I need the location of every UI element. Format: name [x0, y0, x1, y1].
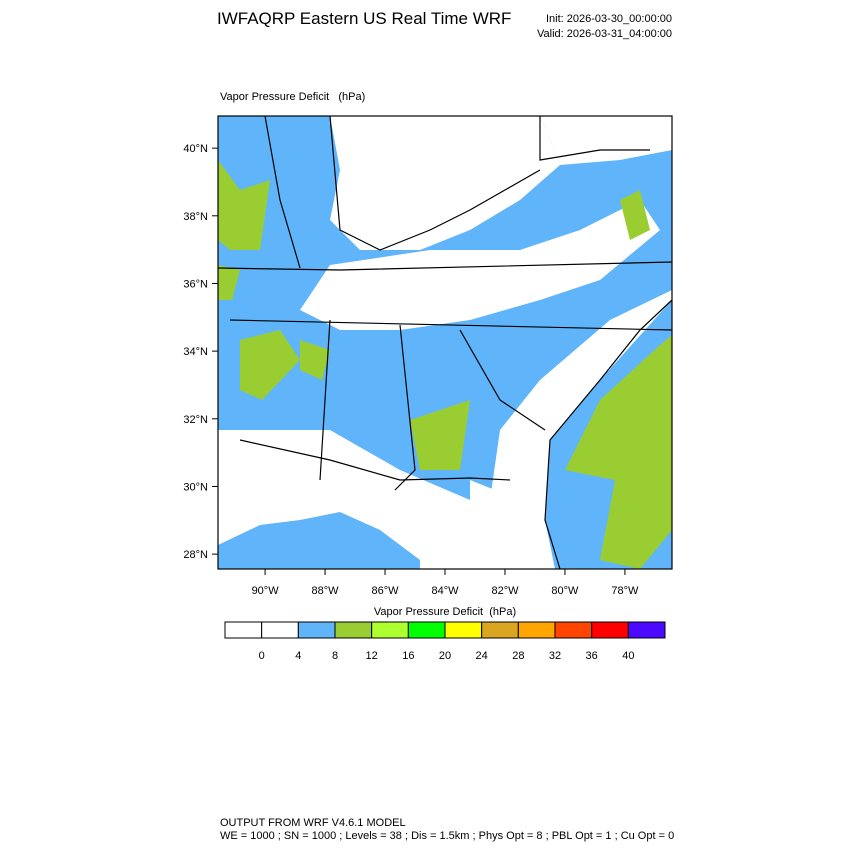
colorbar-box	[517, 621, 556, 639]
x-tick-label: 82°W	[491, 585, 519, 597]
colorbar-label: 8	[332, 650, 338, 662]
colorbar-box	[334, 621, 373, 639]
valid-time: Valid: 2026-03-31_04:00:00	[537, 28, 672, 40]
y-tick-label: 36°N	[183, 278, 208, 290]
x-tick-label: 80°W	[551, 585, 579, 597]
colorbar-box	[407, 621, 446, 639]
colorbar-label: 12	[366, 650, 378, 662]
colorbar-title: Vapor Pressure Deficit (hPa)	[374, 606, 516, 618]
x-tick-label: 78°W	[611, 585, 639, 597]
y-tick-label: 30°N	[183, 481, 208, 493]
y-tick-label: 28°N	[183, 549, 208, 561]
colorbar-box	[591, 621, 629, 639]
map-field	[218, 116, 672, 569]
colorbar-label: 0	[259, 650, 265, 662]
colorbar-label: 20	[439, 650, 451, 662]
colorbar-box	[554, 621, 593, 639]
colorbar-label: 32	[549, 650, 561, 662]
colorbar-label: 16	[402, 650, 414, 662]
y-tick-label: 40°N	[183, 143, 208, 155]
colorbar-box	[261, 621, 299, 639]
x-tick-label: 90°W	[252, 585, 280, 597]
x-tick-label: 88°W	[312, 585, 340, 597]
colorbar-box	[481, 621, 519, 639]
colorbar-label: 24	[476, 650, 488, 662]
colorbar-box	[627, 621, 666, 639]
colorbar-label: 4	[295, 650, 301, 662]
colorbar-box	[224, 621, 263, 639]
footer-line: OUTPUT FROM WRF V4.6.1 MODEL	[220, 817, 406, 829]
y-tick-label: 34°N	[183, 346, 208, 358]
colorbar-box	[444, 621, 483, 639]
footer-line: WE = 1000 ; SN = 1000 ; Levels = 38 ; Di…	[220, 830, 674, 842]
y-tick-label: 32°N	[183, 414, 208, 426]
colorbar-box	[371, 621, 409, 639]
colorbar-label: 36	[586, 650, 598, 662]
x-tick-label: 84°W	[431, 585, 459, 597]
title: IWFAQRP Eastern US Real Time WRF	[217, 9, 511, 28]
x-tick-label: 86°W	[372, 585, 400, 597]
map-label: Vapor Pressure Deficit (hPa)	[220, 91, 365, 103]
colorbar-label: 28	[512, 650, 524, 662]
y-tick-label: 38°N	[183, 211, 208, 223]
colorbar-label: 40	[622, 650, 634, 662]
colorbar-box	[297, 621, 336, 639]
init-time: Init: 2026-03-30_00:00:00	[546, 13, 672, 25]
